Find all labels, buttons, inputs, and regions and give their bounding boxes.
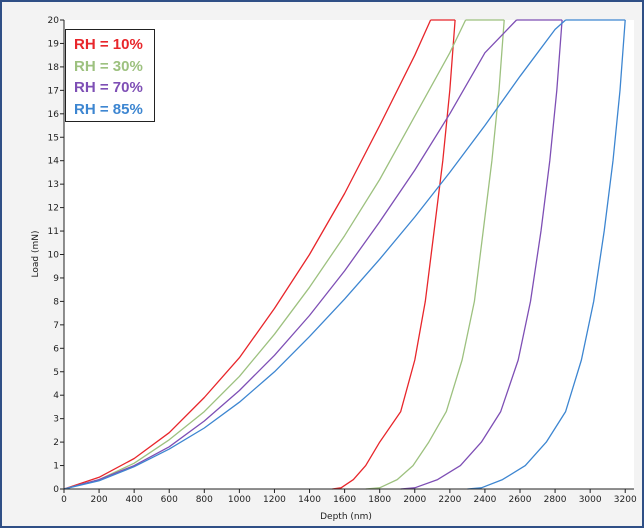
x-tick-label: 1800: [368, 495, 391, 505]
y-tick-label: 14: [48, 157, 60, 167]
loading-curve-2: [63, 19, 517, 490]
unloading-curve-0: [332, 19, 456, 490]
y-tick-label: 11: [48, 227, 59, 237]
unloading-curve-3: [467, 19, 626, 490]
unloading-curve-1: [365, 19, 505, 490]
y-tick-label: 10: [48, 251, 60, 261]
x-tick-label: 2600: [509, 495, 532, 505]
x-tick-label: 1200: [263, 495, 286, 505]
y-tick-label: 20: [48, 16, 60, 26]
y-tick-label: 0: [53, 485, 59, 495]
series-1: [63, 19, 505, 490]
x-tick-label: 2400: [473, 495, 496, 505]
x-tick-label: 600: [161, 495, 178, 505]
y-tick-label: 16: [48, 110, 60, 120]
x-tick-label: 2000: [403, 495, 426, 505]
y-tick-label: 4: [53, 391, 59, 401]
loading-curve-1: [63, 19, 467, 490]
y-tick-label: 12: [48, 204, 59, 214]
y-tick-label: 1: [53, 462, 59, 472]
legend-entry-rh-30: RH = 30%: [74, 57, 143, 75]
y-tick-label: 6: [53, 344, 59, 354]
loading-curve-3: [63, 19, 567, 490]
x-tick-label: 800: [196, 495, 213, 505]
series-layer: [63, 19, 626, 490]
y-tick-label: 13: [48, 180, 59, 190]
loading-curve-0: [63, 19, 432, 490]
y-tick-label: 3: [53, 415, 59, 425]
y-tick-label: 9: [53, 274, 59, 284]
x-tick-label: 0: [61, 495, 67, 505]
x-tick-label: 200: [90, 495, 107, 505]
y-tick-label: 19: [48, 39, 60, 49]
y-tick-label: 15: [48, 133, 59, 143]
y-tick-label: 8: [53, 297, 59, 307]
x-tick-label: 3000: [579, 495, 602, 505]
legend: RH = 10% RH = 30% RH = 70% RH = 85%: [65, 29, 155, 122]
x-tick-label: 1600: [333, 495, 356, 505]
unloading-curve-2: [400, 19, 563, 490]
series-0: [63, 19, 456, 490]
series-3: [63, 19, 626, 490]
plot-area: [64, 20, 634, 489]
y-tick-label: 5: [53, 368, 59, 378]
y-tick-label: 7: [53, 321, 59, 331]
x-tick-label: 400: [126, 495, 143, 505]
y-tick-label: 2: [53, 438, 59, 448]
x-tick-label: 1400: [298, 495, 321, 505]
legend-entry-rh-70: RH = 70%: [74, 79, 143, 96]
x-tick-label: 1000: [228, 495, 251, 505]
x-axis-title: Depth (nm): [320, 512, 372, 522]
legend-entry-rh-10: RH = 10%: [74, 36, 143, 53]
x-tick-label: 2200: [438, 495, 461, 505]
legend-entry-rh-85: RH = 85%: [74, 100, 143, 118]
x-tick-label: 2800: [544, 495, 567, 505]
y-tick-label: 18: [48, 63, 60, 73]
series-2: [63, 19, 563, 490]
y-axis-title: Load (mN): [31, 231, 41, 278]
y-tick-label: 17: [48, 86, 59, 96]
x-tick-label: 3200: [614, 495, 637, 505]
